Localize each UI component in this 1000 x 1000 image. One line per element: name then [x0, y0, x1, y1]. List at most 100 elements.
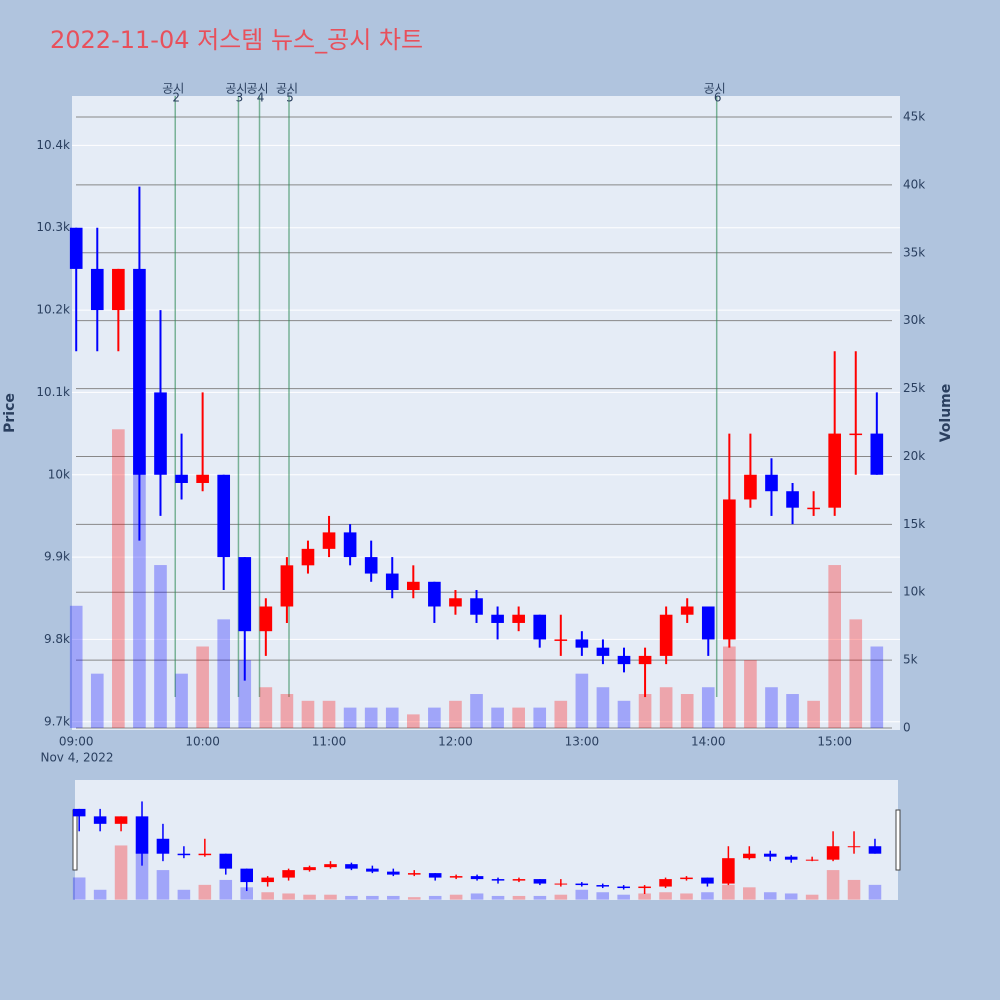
y-tick-label: 10.2k: [36, 303, 70, 317]
candle-body: [238, 557, 252, 632]
mini-candle-body: [219, 853, 233, 869]
volume-bar: [259, 687, 273, 728]
volume-bar: [575, 673, 589, 728]
plot-area: [72, 96, 900, 730]
volume-bar: [807, 700, 820, 728]
mini-candle-body: [575, 883, 589, 886]
mini-volume-bar: [512, 895, 526, 900]
mini-candle-body: [554, 883, 568, 885]
y2-tick-label: 30k: [903, 313, 925, 327]
x-tick-label: 15:00: [817, 735, 852, 749]
mini-volume-bar: [428, 895, 442, 900]
mini-candle-body: [491, 879, 505, 881]
x-tick-label: 14:00: [691, 735, 726, 749]
annotation-number: 5: [286, 91, 294, 105]
mini-volume-bar: [659, 892, 672, 900]
mini-candle-body: [449, 876, 463, 878]
mini-volume-bar: [177, 889, 191, 900]
candle-body: [133, 268, 146, 475]
mini-candle-body: [680, 877, 693, 880]
x-tick-label: 13:00: [565, 735, 600, 749]
mini-candle-body: [659, 879, 672, 887]
mini-volume-bar: [219, 879, 233, 900]
volume-bar: [385, 707, 399, 728]
mini-volume-bar: [114, 845, 128, 900]
candle-body: [617, 655, 631, 665]
volume-bar: [533, 707, 547, 728]
mini-volume-bar: [303, 894, 316, 900]
candle-body: [575, 639, 589, 648]
candle-body: [554, 639, 568, 641]
candle-body: [364, 557, 378, 574]
mini-candle-body: [240, 868, 254, 883]
mini-volume-bar: [701, 892, 714, 900]
annotation-label: 공시: [246, 82, 268, 96]
volume-bar: [765, 687, 778, 728]
x-tick-label: 12:00: [438, 735, 473, 749]
annotation-label: 공시: [162, 82, 184, 96]
candle-body: [828, 433, 842, 508]
mini-candle-body: [512, 879, 526, 881]
candle-body: [90, 268, 104, 311]
mini-candle-body: [428, 873, 442, 878]
range-slider[interactable]: [75, 780, 898, 900]
mini-candle-body: [826, 846, 840, 860]
volume-bar: [217, 619, 231, 728]
candle-body: [217, 474, 231, 558]
volume-bar: [596, 687, 610, 728]
volume-bar: [196, 646, 209, 728]
mini-volume-bar: [847, 879, 861, 900]
y2-tick-label: 10k: [903, 585, 925, 599]
mini-candle-body: [784, 856, 798, 860]
y-tick-label: 10.4k: [36, 138, 70, 152]
y-axis-title: Price: [2, 393, 18, 433]
mini-volume-bar: [282, 893, 295, 900]
volume-bar: [723, 646, 736, 728]
mini-volume-bar: [324, 894, 337, 900]
annotation-number: 6: [714, 91, 722, 105]
mini-candle-body: [72, 808, 86, 817]
candle-body: [870, 433, 884, 475]
y2-tick-label: 5k: [903, 653, 918, 667]
y-tick-label: 10k: [48, 467, 70, 481]
mini-candle-body: [701, 877, 714, 884]
volume-bar: [69, 605, 83, 728]
candle-body: [406, 581, 420, 591]
mini-candle-body: [303, 867, 316, 871]
candle-body: [638, 655, 652, 665]
candle-body: [680, 606, 694, 615]
volume-bar: [659, 687, 673, 728]
mini-volume-bar: [261, 892, 274, 900]
mini-candle-body: [114, 816, 128, 824]
y2-tick-label: 25k: [903, 381, 925, 395]
candle-body: [533, 614, 547, 640]
y2-tick-label: 0: [903, 720, 911, 734]
y2-axis-title: Volume: [938, 384, 954, 443]
mini-volume-bar: [868, 884, 882, 900]
mini-volume-bar: [722, 884, 735, 900]
candle-body: [512, 614, 525, 623]
candle-body: [259, 606, 273, 632]
annotation-label: 공시: [704, 82, 726, 96]
candle-body: [723, 499, 736, 640]
range-handle[interactable]: [895, 809, 901, 871]
mini-volume-bar: [407, 897, 421, 900]
mini-volume-bar: [366, 895, 379, 900]
mini-candle-body: [868, 846, 882, 854]
mini-candle-body: [847, 846, 861, 848]
y2-tick-label: 40k: [903, 177, 925, 191]
volume-bar: [112, 429, 125, 728]
mini-volume-bar: [763, 892, 777, 900]
mini-candle-body: [156, 838, 170, 854]
candle-body: [449, 598, 462, 607]
candle-body: [491, 614, 504, 623]
mini-volume-bar: [554, 894, 568, 900]
mini-volume-bar: [575, 889, 589, 900]
range-handle[interactable]: [72, 809, 78, 871]
candle-body: [659, 614, 673, 656]
candle-body: [807, 507, 820, 510]
mini-volume-bar: [596, 892, 610, 900]
volume-bar: [343, 707, 357, 728]
candle-body: [786, 491, 799, 508]
